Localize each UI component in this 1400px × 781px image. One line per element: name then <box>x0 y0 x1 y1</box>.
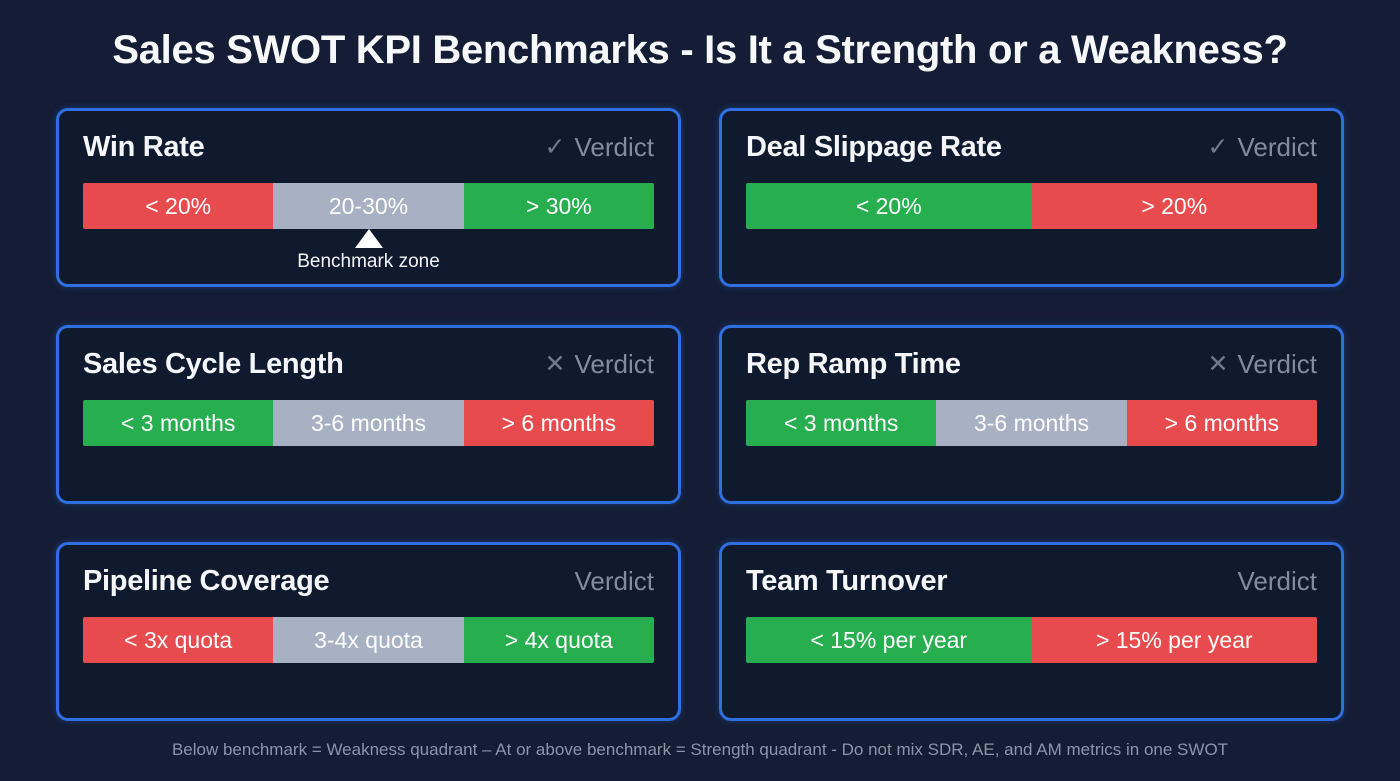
segment-label: > 6 months <box>1164 409 1280 436</box>
page-title: Sales SWOT KPI Benchmarks - Is It a Stre… <box>112 28 1288 72</box>
verdict-badge: ✕ Verdict <box>545 349 654 380</box>
card-title: Sales Cycle Length <box>83 347 344 380</box>
card-title: Pipeline Coverage <box>83 564 330 597</box>
verdict-label: Verdict <box>574 565 655 596</box>
benchmark-zone-label: Benchmark zone <box>297 251 440 272</box>
benchmark-segment: < 3x quota <box>83 617 274 663</box>
benchmark-segment: 20-30% <box>273 183 464 229</box>
benchmark-segment: > 6 months <box>463 400 654 446</box>
verdict-badge: Verdict <box>575 566 655 597</box>
verdict-badge: Verdict <box>1238 566 1318 597</box>
benchmark-segment: 3-6 months <box>273 400 464 446</box>
benchmark-segment: > 30% <box>463 183 654 229</box>
benchmark-bar: < 3 months 3-6 months > 6 months <box>83 400 654 446</box>
verdict-label: Verdict <box>574 131 655 162</box>
benchmark-segment: > 20% <box>1031 183 1317 229</box>
benchmark-segment: 3-6 months <box>936 400 1127 446</box>
card-title: Deal Slippage Rate <box>746 130 1002 163</box>
benchmark-segment: < 3 months <box>746 400 937 446</box>
benchmark-bar: < 3 months 3-6 months > 6 months <box>746 400 1317 446</box>
kpi-card-deal-slippage-rate: Deal Slippage Rate ✓ Verdict < 20% > 20% <box>719 108 1344 287</box>
benchmark-annotation: Benchmark zone <box>83 229 654 273</box>
kpi-card-sales-cycle-length: Sales Cycle Length ✕ Verdict < 3 months … <box>56 325 681 504</box>
x-icon: ✕ <box>1207 349 1229 378</box>
benchmark-segment: > 6 months <box>1126 400 1317 446</box>
benchmark-bar: < 20% > 20% <box>746 183 1317 229</box>
card-header: Win Rate ✓ Verdict <box>83 128 654 166</box>
segment-label: < 20% <box>145 192 212 219</box>
benchmark-segment: < 3 months <box>83 400 274 446</box>
kpi-grid: Win Rate ✓ Verdict < 20% 20-30% > 30% Be… <box>56 108 1344 721</box>
card-header: Sales Cycle Length ✕ Verdict <box>83 345 654 383</box>
kpi-card-team-turnover: Team Turnover Verdict < 15% per year > 1… <box>719 542 1344 721</box>
benchmark-pointer-icon <box>354 229 383 248</box>
card-header: Pipeline Coverage Verdict <box>83 562 654 600</box>
card-header: Deal Slippage Rate ✓ Verdict <box>746 128 1317 166</box>
segment-label: < 3 months <box>120 409 236 436</box>
benchmark-bar: < 3x quota 3-4x quota > 4x quota <box>83 617 654 663</box>
x-icon: ✕ <box>544 349 566 378</box>
check-icon: ✓ <box>1207 132 1229 161</box>
segment-label: > 20% <box>1141 192 1208 219</box>
segment-label: < 20% <box>855 192 922 219</box>
segment-label: > 6 months <box>501 409 617 436</box>
kpi-card-rep-ramp-time: Rep Ramp Time ✕ Verdict < 3 months 3-6 m… <box>719 325 1344 504</box>
verdict-badge: ✕ Verdict <box>1208 349 1317 380</box>
kpi-card-win-rate: Win Rate ✓ Verdict < 20% 20-30% > 30% Be… <box>56 108 681 287</box>
segment-label: 20-30% <box>328 192 409 219</box>
segment-label: > 30% <box>525 192 592 219</box>
card-title: Rep Ramp Time <box>746 347 961 380</box>
benchmark-segment: < 20% <box>83 183 274 229</box>
segment-label: < 15% per year <box>810 626 968 653</box>
kpi-card-pipeline-coverage: Pipeline Coverage Verdict < 3x quota 3-4… <box>56 542 681 721</box>
verdict-badge: ✓ Verdict <box>545 132 654 163</box>
segment-label: 3-6 months <box>310 409 427 436</box>
verdict-badge: ✓ Verdict <box>1208 132 1317 163</box>
verdict-label: Verdict <box>1237 131 1318 162</box>
verdict-label: Verdict <box>1237 565 1318 596</box>
card-title: Win Rate <box>83 130 205 163</box>
benchmark-bar: < 20% 20-30% > 30% <box>83 183 654 229</box>
verdict-label: Verdict <box>574 348 655 379</box>
benchmark-bar: < 15% per year > 15% per year <box>746 617 1317 663</box>
segment-label: < 3x quota <box>124 626 233 653</box>
segment-label: < 3 months <box>783 409 899 436</box>
check-icon: ✓ <box>544 132 566 161</box>
verdict-label: Verdict <box>1237 348 1318 379</box>
benchmark-segment: > 4x quota <box>463 617 654 663</box>
benchmark-segment: < 20% <box>746 183 1032 229</box>
card-title: Team Turnover <box>746 564 948 597</box>
card-header: Team Turnover Verdict <box>746 562 1317 600</box>
segment-label: > 15% per year <box>1095 626 1253 653</box>
segment-label: > 4x quota <box>504 626 613 653</box>
footer-note: Below benchmark = Weakness quadrant – At… <box>171 740 1229 759</box>
benchmark-segment: > 15% per year <box>1031 617 1317 663</box>
segment-label: 3-6 months <box>973 409 1090 436</box>
segment-label: 3-4x quota <box>314 626 423 653</box>
card-header: Rep Ramp Time ✕ Verdict <box>746 345 1317 383</box>
benchmark-segment: 3-4x quota <box>273 617 464 663</box>
benchmark-segment: < 15% per year <box>746 617 1032 663</box>
